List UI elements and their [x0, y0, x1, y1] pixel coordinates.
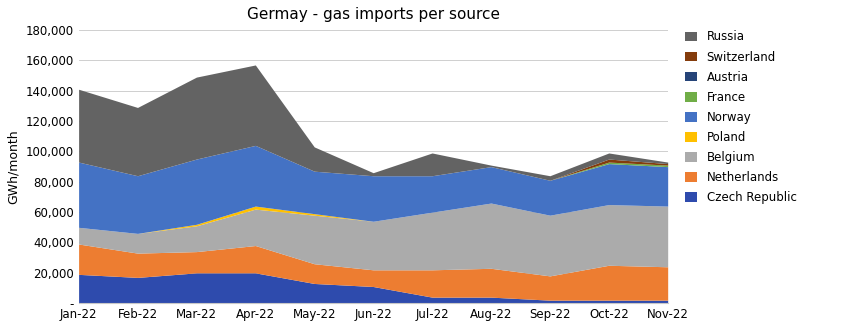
- Y-axis label: GWh/month: GWh/month: [7, 129, 20, 204]
- Title: Germay - gas imports per source: Germay - gas imports per source: [247, 7, 500, 22]
- Legend: Russia, Switzerland, Austria, France, Norway, Poland, Belgium, Netherlands, Czec: Russia, Switzerland, Austria, France, No…: [686, 31, 796, 204]
